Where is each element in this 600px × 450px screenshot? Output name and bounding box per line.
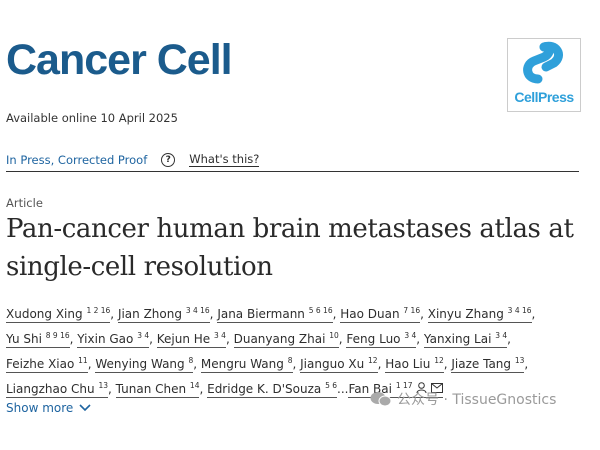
in-press-link[interactable]: In Press, Corrected Proof [6,152,148,167]
author-affiliation: 5 6 [325,381,338,390]
author-name: Hao Duan [340,307,400,321]
author-row: Xudong Xing 1 2 16, Jian Zhong 3 4 16, J… [6,306,536,323]
author-link[interactable]: Kejun He 3 4 [156,331,226,348]
title-line: single-cell resolution [6,252,273,282]
author-affiliation: 13 [514,356,525,365]
author-affiliation: 3 4 [495,331,508,340]
author-name: Feizhe Xiao [6,357,75,371]
author-affiliation: 12 [434,356,444,365]
wechat-icon [370,392,392,407]
author-link[interactable]: Wenying Wang 8 [95,356,194,373]
cellpress-mark-icon [523,41,563,84]
chevron-down-icon [79,404,91,412]
author-name: Fan Bai [348,382,392,396]
author-name: Feng Luo [346,332,401,346]
author-link[interactable]: Xinyu Zhang 3 4 16 [427,306,532,323]
author-link[interactable]: Jian Zhong 3 4 16 [117,306,210,323]
author-link[interactable]: Feng Luo 3 4 [346,331,417,348]
author-link[interactable]: Jiaze Tang 13 [451,356,525,373]
author-affiliation: 3 4 [214,331,226,340]
article-type: Article [6,196,43,210]
journal-title[interactable]: Cancer Cell [6,36,233,84]
author-row: Yu Shi 8 9 16, Yixin Gao 3 4, Kejun He 3… [6,331,511,348]
author-affiliation: 12 [368,356,378,365]
author-affiliation: 5 6 16 [308,306,333,315]
cellpress-logo[interactable]: CellPress [507,38,581,112]
author-affiliation: 3 4 16 [185,306,210,315]
whats-this-link[interactable]: What's this? [189,152,260,167]
author-name: Jiaze Tang [451,357,512,371]
article-title: Pan-cancer human brain metastases atlas … [6,210,596,286]
author-link[interactable]: Liangzhao Chu 13 [6,381,108,398]
email-icon [431,383,444,393]
cellpress-logo-text: CellPress [514,89,574,105]
title-line: Pan-cancer human brain metastases atlas … [6,214,574,244]
author-link[interactable]: Tunan Chen 14 [115,381,200,398]
author-link[interactable]: Edridge K. D'Souza 5 6 [207,381,338,398]
author-name: Mengru Wang [200,357,284,371]
author-affiliation: 3 4 [137,331,150,340]
author-name: Yu Shi [6,332,42,346]
author-affiliation: 3 4 [404,331,417,340]
available-online-date: Available online 10 April 2025 [6,111,178,125]
author-affiliation: 13 [98,381,108,390]
author-link[interactable]: Yixin Gao 3 4 [77,331,150,348]
author-name: Jian Zhong [117,307,182,321]
author-link[interactable]: Hao Duan 7 16 [340,306,421,323]
author-affiliation: 8 [188,356,194,365]
watermark: 公众号 · TissueGnostics [370,389,556,409]
author-link[interactable]: Xudong Xing 1 2 16 [6,306,111,323]
author-name: Yanxing Lai [423,332,492,346]
watermark-text: 公众号 · TissueGnostics [397,392,557,408]
author-link[interactable]: Yanxing Lai 3 4 [423,331,508,348]
person-icon [416,382,427,394]
article-status-bar: In Press, Corrected Proof ? What's this? [6,152,260,167]
author-row: Feizhe Xiao 11, Wenying Wang 8, Mengru W… [6,356,529,373]
author-name: Xinyu Zhang [427,307,504,321]
author-link[interactable]: Jianguo Xu 12 [300,356,378,373]
author-link[interactable]: Hao Liu 12 [385,356,444,373]
author-affiliation: 3 4 16 [507,306,532,315]
author-affiliation: 10 [329,331,339,340]
author-name: Duanyang Zhai [233,332,326,346]
help-icon[interactable]: ? [161,152,176,167]
author-list: Xudong Xing 1 2 16, Jian Zhong 3 4 16, J… [6,300,596,400]
author-name: Kejun He [156,332,211,346]
show-more-label: Show more [6,401,74,415]
author-link[interactable]: Yu Shi 8 9 16 [6,331,70,348]
author-affiliation: 1 17 [395,381,413,390]
author-row: Liangzhao Chu 13, Tunan Chen 14, Edridge… [6,375,596,400]
author-affiliation: 11 [78,356,88,365]
author-name: Tunan Chen [115,382,187,396]
author-name: Edridge K. D'Souza [207,382,322,396]
author-name: Liangzhao Chu [6,382,95,396]
author-name: Wenying Wang [95,357,185,371]
author-affiliation: 7 16 [403,306,421,315]
author-link[interactable]: Feizhe Xiao 11 [6,356,88,373]
author-name: Yixin Gao [77,332,134,346]
author-link[interactable]: Jana Biermann 5 6 16 [217,306,333,323]
author-link[interactable]: Fan Bai 1 17 [348,381,444,398]
author-affiliation: 8 [287,356,293,365]
author-affiliation: 14 [189,381,200,390]
author-name: Jana Biermann [217,307,305,321]
author-affiliation: 1 2 16 [86,306,111,315]
author-link[interactable]: Mengru Wang 8 [200,356,293,373]
author-name: Hao Liu [385,357,431,371]
author-name: Xudong Xing [6,307,83,321]
author-affiliation: 8 9 16 [45,331,70,340]
divider [6,171,579,172]
author-name: Jianguo Xu [300,357,365,371]
author-link[interactable]: Duanyang Zhai 10 [233,331,339,348]
show-more-button[interactable]: Show more [6,401,91,415]
